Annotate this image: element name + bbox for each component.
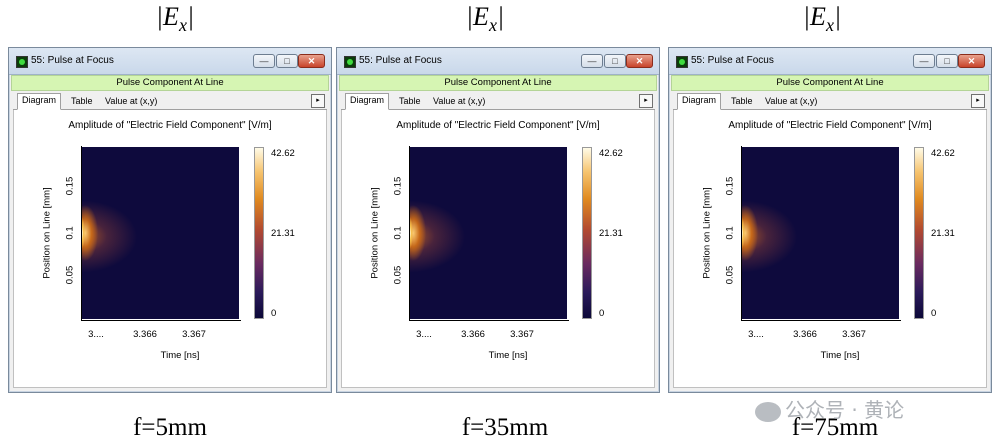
y-tick-label: 0.1 xyxy=(392,226,404,240)
x-tick-label: 3.... xyxy=(416,329,432,340)
tab-table[interactable]: Table xyxy=(399,96,421,106)
y-tick-label: 0.15 xyxy=(392,176,404,196)
y-axis-label: Position on Line [mm] xyxy=(369,187,381,279)
colorbar-max-label: 42.62 xyxy=(271,148,295,159)
y-axis xyxy=(741,146,742,321)
colorbar-min-label: 0 xyxy=(599,308,605,319)
window-title: 55: Pulse at Focus xyxy=(691,55,774,66)
x-tick-label: 3.367 xyxy=(182,329,206,340)
x-tick-label: 3.366 xyxy=(461,329,485,340)
tab-diagram[interactable]: Diagram xyxy=(677,93,722,110)
top-label-2: |Ex| xyxy=(465,2,505,36)
close-button[interactable]: ✕ xyxy=(626,54,653,68)
x-tick-label: 3.... xyxy=(748,329,764,340)
y-tick-label: 0.05 xyxy=(392,265,404,285)
pulse-window-2[interactable]: 55: Pulse at Focus — □ ✕ Pulse Component… xyxy=(336,47,660,393)
colorbar-max-label: 42.62 xyxy=(599,148,623,159)
heatmap xyxy=(82,147,239,319)
tab-diagram[interactable]: Diagram xyxy=(17,93,62,110)
tab-bar: Diagram Table Value at (x,y) ▸ xyxy=(673,93,987,110)
x-tick-label: 3.... xyxy=(88,329,104,340)
wechat-icon xyxy=(755,401,781,422)
x-axis xyxy=(409,320,569,321)
bottom-label-2: f=35mm xyxy=(461,414,549,441)
y-axis-label: Position on Line [mm] xyxy=(41,187,53,279)
app-icon xyxy=(344,56,356,68)
y-tick-label: 0.05 xyxy=(724,265,736,285)
pulse-window-3[interactable]: 55: Pulse at Focus — □ ✕ Pulse Component… xyxy=(668,47,992,393)
plot-title: Amplitude of "Electric Field Component" … xyxy=(728,120,932,131)
minimize-button[interactable]: — xyxy=(581,54,603,68)
colorbar-mid-label: 21.31 xyxy=(271,228,295,239)
x-tick-label: 3.367 xyxy=(510,329,534,340)
x-axis-label: Time [ns] xyxy=(160,350,200,361)
y-axis xyxy=(409,146,410,321)
tab-value-at-xy[interactable]: Value at (x,y) xyxy=(105,96,158,106)
tab-scroll-right-icon[interactable]: ▸ xyxy=(971,94,985,108)
tab-table[interactable]: Table xyxy=(731,96,753,106)
x-tick-label: 3.366 xyxy=(793,329,817,340)
minimize-button[interactable]: — xyxy=(913,54,935,68)
subheader: Pulse Component At Line xyxy=(11,75,329,91)
watermark: 公众号 · 黄论 xyxy=(755,394,904,423)
bottom-label-1: f=5mm xyxy=(133,414,207,441)
tab-bar: Diagram Table Value at (x,y) ▸ xyxy=(341,93,655,110)
bottom-label-3: f=75mm xyxy=(791,414,879,441)
close-button[interactable]: ✕ xyxy=(298,54,325,68)
x-tick-label: 3.367 xyxy=(842,329,866,340)
colorbar-min-label: 0 xyxy=(271,308,277,319)
tab-value-at-xy[interactable]: Value at (x,y) xyxy=(433,96,486,106)
y-tick-label: 0.05 xyxy=(64,265,76,285)
y-tick-label: 0.15 xyxy=(64,176,76,196)
app-icon xyxy=(676,56,688,68)
y-tick-label: 0.1 xyxy=(64,226,76,240)
x-tick-label: 3.366 xyxy=(133,329,157,340)
maximize-button[interactable]: □ xyxy=(604,54,626,68)
tab-table[interactable]: Table xyxy=(71,96,93,106)
x-axis xyxy=(741,320,901,321)
app-icon xyxy=(16,56,28,68)
colorbar-mid-label: 21.31 xyxy=(599,228,623,239)
window-title: 55: Pulse at Focus xyxy=(31,55,114,66)
tab-scroll-right-icon[interactable]: ▸ xyxy=(639,94,653,108)
tab-scroll-right-icon[interactable]: ▸ xyxy=(311,94,325,108)
pulse-window-1[interactable]: 55: Pulse at Focus — □ ✕ Pulse Component… xyxy=(8,47,332,393)
x-axis xyxy=(81,320,241,321)
maximize-button[interactable]: □ xyxy=(276,54,298,68)
y-axis xyxy=(81,146,82,321)
colorbar-mid-label: 21.31 xyxy=(931,228,955,239)
diagram-panel: Amplitude of "Electric Field Component" … xyxy=(13,110,327,388)
colorbar-min-label: 0 xyxy=(931,308,937,319)
colorbar xyxy=(582,147,592,319)
top-label-1: |Ex| xyxy=(155,2,195,36)
y-tick-label: 0.15 xyxy=(724,176,736,196)
subheader: Pulse Component At Line xyxy=(339,75,657,91)
colorbar xyxy=(254,147,264,319)
x-axis-label: Time [ns] xyxy=(820,350,860,361)
diagram-panel: Amplitude of "Electric Field Component" … xyxy=(341,110,655,388)
y-tick-label: 0.1 xyxy=(724,226,736,240)
window-title: 55: Pulse at Focus xyxy=(359,55,442,66)
titlebar[interactable]: 55: Pulse at Focus — □ ✕ xyxy=(337,48,659,75)
tab-value-at-xy[interactable]: Value at (x,y) xyxy=(765,96,818,106)
plot-title: Amplitude of "Electric Field Component" … xyxy=(396,120,600,131)
maximize-button[interactable]: □ xyxy=(936,54,958,68)
top-label-3: |Ex| xyxy=(802,2,842,36)
tab-bar: Diagram Table Value at (x,y) ▸ xyxy=(13,93,327,110)
subheader: Pulse Component At Line xyxy=(671,75,989,91)
titlebar[interactable]: 55: Pulse at Focus — □ ✕ xyxy=(669,48,991,75)
plot-title: Amplitude of "Electric Field Component" … xyxy=(68,120,272,131)
titlebar[interactable]: 55: Pulse at Focus — □ ✕ xyxy=(9,48,331,75)
tab-diagram[interactable]: Diagram xyxy=(345,93,390,110)
x-axis-label: Time [ns] xyxy=(488,350,528,361)
heatmap xyxy=(742,147,899,319)
y-axis-label: Position on Line [mm] xyxy=(701,187,713,279)
diagram-panel: Amplitude of "Electric Field Component" … xyxy=(673,110,987,388)
heatmap xyxy=(410,147,567,319)
close-button[interactable]: ✕ xyxy=(958,54,985,68)
colorbar xyxy=(914,147,924,319)
minimize-button[interactable]: — xyxy=(253,54,275,68)
colorbar-max-label: 42.62 xyxy=(931,148,955,159)
